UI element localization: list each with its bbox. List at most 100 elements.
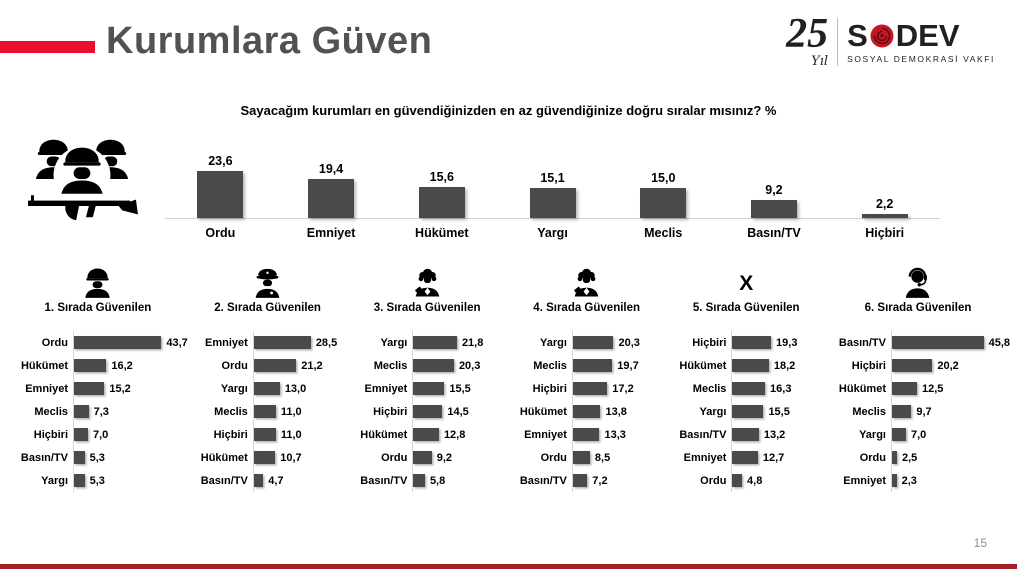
- bar: [254, 336, 311, 349]
- bar-value-label: 15,6: [430, 170, 454, 184]
- bar: [413, 359, 454, 372]
- bar-value-label: 13,3: [604, 429, 625, 441]
- category-label: Hükümet: [386, 219, 497, 240]
- category-label: Emniyet: [188, 337, 253, 349]
- bar-track: 8,5: [572, 446, 667, 469]
- panel-bar-row: Ordu2,5: [826, 446, 1010, 469]
- rank-panel-6: 6. Sırada Güvenilen Basın/TV45,8Hiçbiri2…: [826, 261, 1010, 492]
- bar-value-label: 16,3: [770, 383, 791, 395]
- bar-track: 13,0: [253, 377, 348, 400]
- category-label: Emniyet: [826, 475, 891, 487]
- bar: [74, 382, 104, 395]
- bar-track: 5,3: [73, 446, 188, 469]
- bar: [892, 336, 984, 349]
- bar-value-label: 28,5: [316, 337, 337, 349]
- slide: Kurumlara Güven 25 Yıl S DEV SOSYAL: [0, 0, 1017, 569]
- bar-track: 20,3: [412, 354, 507, 377]
- bar-track: 9,2: [412, 446, 507, 469]
- bar: [413, 382, 444, 395]
- panel-bar-row: Meclis11,0: [188, 400, 348, 423]
- panel-chart: Basın/TV45,8Hiçbiri20,2Hükümet12,5Meclis…: [826, 331, 1010, 492]
- category-label: Yargı: [826, 429, 891, 441]
- bar: [413, 428, 439, 441]
- bar-value-label: 12,8: [444, 429, 465, 441]
- category-label: Hükümet: [8, 360, 73, 372]
- top-chart-axis-labels: OrduEmniyetHükümetYargıMeclisBasın/TVHiç…: [165, 219, 940, 240]
- category-label: Ordu: [347, 452, 412, 464]
- bar-track: 21,2: [253, 354, 348, 377]
- category-label: Ordu: [188, 360, 253, 372]
- bar-value-label: 7,3: [94, 406, 109, 418]
- bar-value-label: 13,8: [605, 406, 626, 418]
- bar-value-label: 4,8: [747, 475, 762, 487]
- category-label: Yargı: [507, 337, 572, 349]
- category-label: Meclis: [608, 219, 719, 240]
- category-label: Emniyet: [666, 452, 731, 464]
- category-label: Ordu: [8, 337, 73, 349]
- bar-value-label: 45,8: [989, 337, 1010, 349]
- logo-25-years: 25 Yıl: [786, 16, 828, 69]
- bar-value-label: 5,3: [90, 475, 105, 487]
- panel-bar-row: Yargı13,0: [188, 377, 348, 400]
- bar-value-label: 7,0: [911, 429, 926, 441]
- bar: [413, 474, 425, 487]
- category-label: Hiçbiri: [347, 406, 412, 418]
- bar-track: 7,3: [73, 400, 188, 423]
- panel-chart: Hiçbiri19,3Hükümet18,2Meclis16,3Yargı15,…: [666, 331, 826, 492]
- bar-track: 2,5: [891, 446, 1010, 469]
- bar-value-label: 16,2: [111, 360, 132, 372]
- bar-value-label: 21,8: [462, 337, 483, 349]
- panel-bar-row: Meclis16,3: [666, 377, 826, 400]
- bar-track: 12,5: [891, 377, 1010, 400]
- panel-bar-row: Meclis20,3: [347, 354, 507, 377]
- category-label: Ordu: [165, 219, 276, 240]
- panel-bar-row: Ordu8,5: [507, 446, 667, 469]
- bar: [892, 359, 932, 372]
- logo-wordmark: S DEV SOSYAL DEMOKRASİ VAKFI: [847, 20, 995, 64]
- bar-track: 10,7: [253, 446, 348, 469]
- bar: [573, 336, 614, 349]
- bar-value-label: 15,0: [651, 171, 675, 185]
- category-label: Basın/TV: [8, 452, 73, 464]
- category-label: Meclis: [507, 360, 572, 372]
- bar-value-label: 20,3: [618, 337, 639, 349]
- bar-value-label: 11,0: [281, 406, 302, 418]
- category-label: Yargı: [497, 219, 608, 240]
- bar-value-label: 10,7: [280, 452, 301, 464]
- category-label: Meclis: [347, 360, 412, 372]
- category-label: Hükümet: [826, 383, 891, 395]
- soldiers-rifle-icon: [24, 128, 140, 232]
- logo-name-dev: DEV: [896, 20, 960, 51]
- logo-name-s: S: [847, 20, 868, 51]
- title-accent-bar: [0, 41, 95, 53]
- panel-bar-row: Emniyet15,2: [8, 377, 188, 400]
- bar: [74, 359, 106, 372]
- bar: [254, 474, 263, 487]
- bar: [74, 474, 85, 487]
- panel-bar-row: Basın/TV13,2: [666, 423, 826, 446]
- bar-track: 16,3: [731, 377, 826, 400]
- judge-gavel-icon: [572, 261, 601, 298]
- panel-bar-row: Hiçbiri14,5: [347, 400, 507, 423]
- bar-track: 11,0: [253, 423, 348, 446]
- bar-value-label: 15,5: [449, 383, 470, 395]
- panel-bar-row: Basın/TV5,8: [347, 469, 507, 492]
- panel-bar-row: Ordu4,8: [666, 469, 826, 492]
- bar: [892, 382, 917, 395]
- bar-value-label: 17,2: [612, 383, 633, 395]
- bar-value-label: 43,7: [166, 337, 187, 349]
- bar-track: 7,2: [572, 469, 667, 492]
- bar-track: 13,8: [572, 400, 667, 423]
- top-bar-chart: 23,619,415,615,115,09,22,2 OrduEmniyetHü…: [165, 128, 940, 240]
- panel-chart: Yargı21,8Meclis20,3Emniyet15,5Hiçbiri14,…: [347, 331, 507, 492]
- panel-bar-row: Hiçbiri11,0: [188, 423, 348, 446]
- bar: [74, 336, 161, 349]
- rank-panel-4: 4. Sırada Güvenilen Yargı20,3Meclis19,7H…: [507, 261, 667, 492]
- panel-chart: Emniyet 28,5 Ordu21,2Yargı13,0Meclis11,0Hi…: [188, 331, 348, 492]
- panel-bar-row: Hiçbiri19,3: [666, 331, 826, 354]
- panel-bar-row: Emniyet 28,5: [188, 331, 348, 354]
- bar-track: 43,7: [73, 331, 188, 354]
- bar: [308, 179, 354, 218]
- bar-value-label: 15,2: [109, 383, 130, 395]
- bar: [732, 474, 742, 487]
